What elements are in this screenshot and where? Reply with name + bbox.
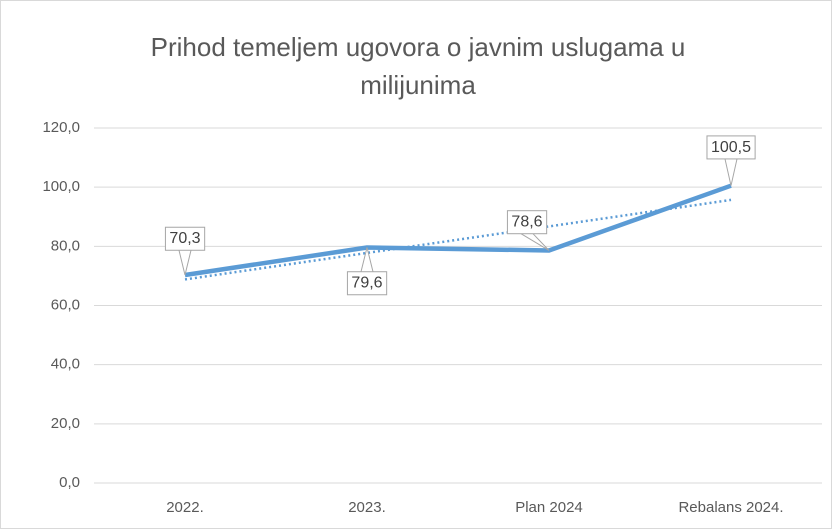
y-tick-label: 40,0 [51,356,80,373]
y-tick-label: 120,0 [42,119,80,136]
x-tick-label: Rebalans 2024. [678,499,783,516]
data-label: 78,6 [511,214,542,231]
y-tick-label: 100,0 [42,178,80,195]
data-label: 70,3 [169,230,200,247]
trendline [184,198,732,281]
label-box [164,226,206,251]
x-tick-label: Plan 2024 [515,499,583,516]
data-label: 100,5 [711,139,751,156]
label-callout [520,233,550,251]
x-tick-label: 2023. [348,499,386,516]
x-tick-label: 2022. [166,499,204,516]
label-callout [360,247,374,272]
label-box [706,135,756,160]
label-callout [724,158,738,186]
label-callout [178,250,192,276]
label-box [506,210,548,235]
data-line [184,183,732,278]
y-tick-label: 80,0 [51,237,80,254]
data-label: 79,6 [351,275,382,292]
label-box [346,271,388,296]
chart-title: Prihod temeljem ugovora o javnim uslugam… [150,32,686,100]
y-tick-label: 60,0 [51,296,80,313]
y-tick-label: 0,0 [59,474,80,491]
y-tick-label: 20,0 [51,415,80,432]
